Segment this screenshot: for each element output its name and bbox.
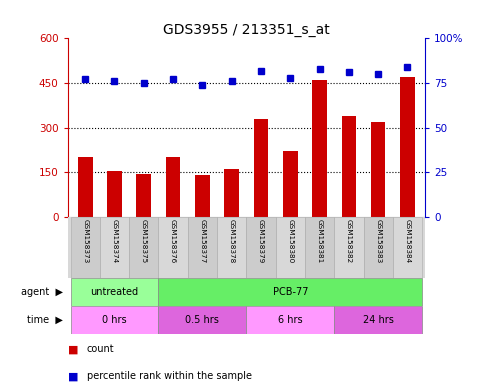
Text: GSM158375: GSM158375 [141, 218, 147, 263]
Bar [158, 306, 246, 334]
Bar [334, 306, 422, 334]
Text: 24 hrs: 24 hrs [363, 315, 394, 325]
Title: GDS3955 / 213351_s_at: GDS3955 / 213351_s_at [163, 23, 330, 37]
Text: 0 hrs: 0 hrs [102, 315, 127, 325]
Bar [305, 217, 334, 278]
Text: 6 hrs: 6 hrs [278, 315, 302, 325]
Text: time  ▶: time ▶ [27, 315, 63, 325]
Bar [341, 116, 356, 217]
Text: untreated: untreated [90, 287, 139, 297]
Text: GSM158381: GSM158381 [316, 218, 323, 263]
Bar [166, 157, 181, 217]
Bar [246, 306, 334, 334]
Bar [400, 77, 415, 217]
Bar [334, 217, 364, 278]
Text: GSM158376: GSM158376 [170, 218, 176, 263]
Bar [129, 217, 158, 278]
Bar [137, 174, 151, 217]
Text: 0.5 hrs: 0.5 hrs [185, 315, 219, 325]
Text: agent  ▶: agent ▶ [21, 287, 63, 297]
Text: GSM158378: GSM158378 [228, 218, 235, 263]
Text: GSM158373: GSM158373 [82, 218, 88, 263]
Text: GSM158374: GSM158374 [112, 218, 117, 263]
Bar [188, 217, 217, 278]
Text: GSM158379: GSM158379 [258, 218, 264, 263]
Bar [364, 217, 393, 278]
Bar [107, 171, 122, 217]
Bar [393, 217, 422, 278]
Bar [246, 217, 276, 278]
Text: ■: ■ [68, 371, 78, 381]
Text: count: count [87, 344, 114, 354]
Bar [217, 217, 246, 278]
Bar [195, 175, 210, 217]
Text: GSM158383: GSM158383 [375, 218, 381, 263]
Text: PCB-77: PCB-77 [272, 287, 308, 297]
Bar [100, 217, 129, 278]
Bar [71, 217, 100, 278]
Bar [78, 157, 93, 217]
Bar [158, 278, 422, 306]
Text: GSM158377: GSM158377 [199, 218, 205, 263]
Bar [71, 306, 158, 334]
Text: GSM158380: GSM158380 [287, 218, 293, 263]
Bar [225, 169, 239, 217]
Text: ■: ■ [68, 344, 78, 354]
Text: GSM158382: GSM158382 [346, 218, 352, 263]
Bar [312, 80, 327, 217]
Bar [71, 278, 158, 306]
Bar [254, 119, 268, 217]
Bar [276, 217, 305, 278]
Bar [158, 217, 188, 278]
Text: GSM158384: GSM158384 [404, 218, 411, 263]
Bar [371, 122, 385, 217]
Bar [283, 151, 298, 217]
Text: percentile rank within the sample: percentile rank within the sample [87, 371, 252, 381]
